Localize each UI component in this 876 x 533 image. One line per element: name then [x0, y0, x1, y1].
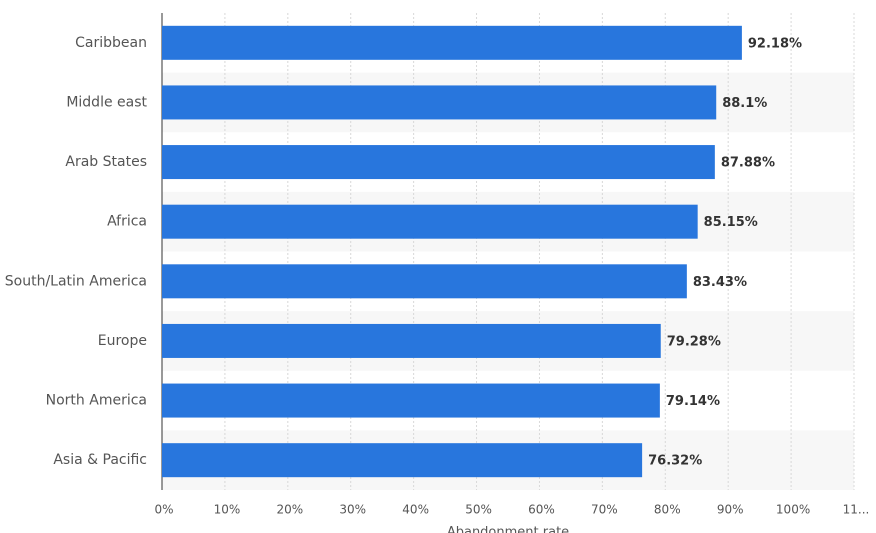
bar [162, 264, 687, 299]
x-tick-label: 70% [591, 503, 618, 517]
x-tick-label: 11... [843, 503, 870, 517]
y-tick-label: Caribbean [75, 35, 147, 51]
y-tick-label: Middle east [66, 94, 147, 110]
value-label: 79.28% [667, 334, 721, 349]
y-tick-label: Arab States [65, 154, 147, 170]
y-tick-label: South/Latin America [5, 273, 147, 289]
value-label: 85.15% [704, 215, 758, 230]
bar [162, 383, 660, 418]
x-tick-label: 10% [214, 503, 241, 517]
x-tick-label: 40% [402, 503, 429, 517]
bar [162, 323, 661, 358]
x-tick-label: 80% [654, 503, 681, 517]
value-label: 83.43% [693, 275, 747, 290]
value-label: 76.32% [648, 454, 702, 469]
value-label: 87.88% [721, 156, 775, 171]
y-tick-label: Asia & Pacific [53, 452, 147, 468]
value-label: 88.1% [722, 96, 767, 111]
y-tick-label: North America [46, 393, 147, 409]
x-axis-title: Abandonment rate [447, 525, 569, 533]
x-tick-label: 20% [276, 503, 303, 517]
x-tick-label: 0% [154, 503, 173, 517]
bar [162, 443, 643, 478]
x-tick-label: 50% [465, 503, 492, 517]
x-tick-label: 30% [339, 503, 366, 517]
bar [162, 204, 698, 239]
x-tick-label: 90% [717, 503, 744, 517]
value-label: 79.14% [666, 394, 720, 409]
x-tick-label: 100% [776, 503, 810, 517]
bar [162, 25, 742, 60]
bar [162, 85, 717, 120]
bar [162, 145, 715, 180]
value-label: 92.18% [748, 36, 802, 51]
x-tick-label: 60% [528, 503, 555, 517]
y-tick-label: Europe [98, 333, 147, 349]
y-tick-label: Africa [107, 214, 147, 230]
